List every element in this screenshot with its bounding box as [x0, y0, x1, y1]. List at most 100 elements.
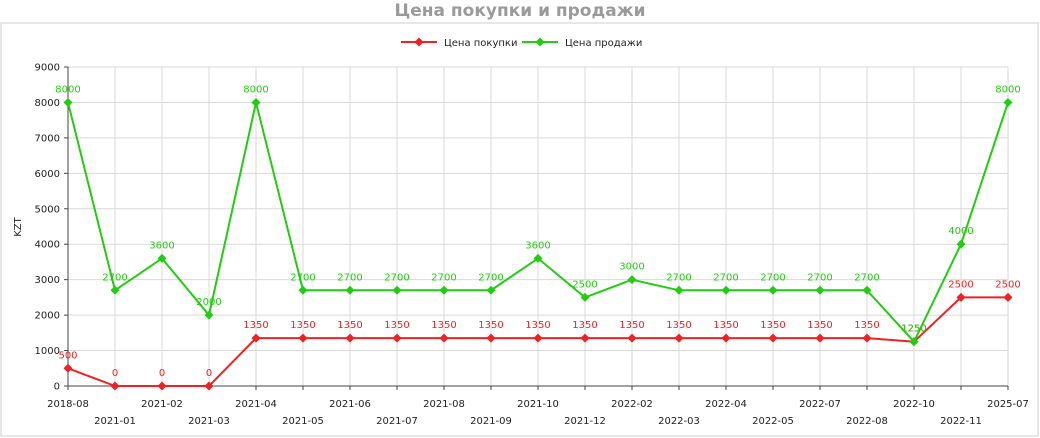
- data-point: [674, 333, 684, 343]
- data-label: 1350: [337, 320, 362, 331]
- data-point: [768, 285, 778, 295]
- data-point: [486, 333, 496, 343]
- data-point: [956, 292, 966, 302]
- data-point: [862, 285, 872, 295]
- data-label: 1350: [619, 320, 644, 331]
- x-tick-label: 2021-04: [235, 399, 277, 410]
- data-label: 4000: [948, 226, 973, 237]
- y-tick-label: 2000: [35, 311, 60, 322]
- data-point: [815, 333, 825, 343]
- x-tick-label: 2022-07: [799, 399, 841, 410]
- data-label: 0: [159, 368, 165, 379]
- data-label: 500: [58, 350, 77, 361]
- data-label: 1350: [760, 320, 785, 331]
- data-label: 1350: [243, 320, 268, 331]
- legend-label: Цена продажи: [565, 38, 642, 49]
- data-label: 1350: [807, 320, 832, 331]
- data-label: 2700: [666, 272, 691, 283]
- data-label: 2700: [807, 272, 832, 283]
- data-label: 3600: [525, 240, 550, 251]
- data-point: [345, 285, 355, 295]
- data-label: 1350: [525, 320, 550, 331]
- data-label: 2700: [713, 272, 738, 283]
- data-label: 3000: [619, 262, 644, 273]
- x-tick-label: 2025-07: [987, 399, 1029, 410]
- data-label: 1350: [478, 320, 503, 331]
- legend: Цена покупки Цена продажи: [401, 37, 642, 49]
- x-tick-label: 2021-05: [282, 416, 324, 427]
- data-point: [439, 333, 449, 343]
- data-point: [1003, 292, 1013, 302]
- chart-title: Цена покупки и продажи: [394, 1, 645, 21]
- data-point: [909, 337, 919, 347]
- data-label: 2700: [337, 272, 362, 283]
- y-tick-label: 3000: [35, 275, 60, 286]
- data-point: [157, 253, 167, 263]
- data-point: [298, 285, 308, 295]
- data-label: 2000: [196, 297, 221, 308]
- data-label: 8000: [55, 84, 80, 95]
- data-point: [110, 381, 120, 391]
- y-tick-label: 0: [54, 382, 60, 393]
- data-point: [627, 333, 637, 343]
- data-label: 2500: [995, 279, 1020, 290]
- data-point: [533, 333, 543, 343]
- data-label: 2700: [760, 272, 785, 283]
- y-tick-label: 1000: [35, 346, 60, 357]
- data-label: 3600: [149, 240, 174, 251]
- data-point: [1003, 97, 1013, 107]
- x-tick-label: 2018-08: [47, 399, 89, 410]
- y-tick-label: 5000: [35, 204, 60, 215]
- data-point: [110, 285, 120, 295]
- y-tick-label: 9000: [35, 63, 60, 74]
- data-label: 1350: [290, 320, 315, 331]
- x-tick-label: 2021-06: [329, 399, 371, 410]
- data-point: [627, 275, 637, 285]
- data-point: [580, 292, 590, 302]
- data-point: [721, 285, 731, 295]
- data-label: 1350: [431, 320, 456, 331]
- data-label: 2500: [572, 279, 597, 290]
- x-tick-label: 2022-03: [658, 416, 700, 427]
- data-label: 1350: [384, 320, 409, 331]
- legend-label: Цена покупки: [444, 38, 517, 49]
- grid-lines: [68, 66, 1009, 386]
- data-label: 2700: [478, 272, 503, 283]
- data-point: [392, 285, 402, 295]
- x-tick-label: 2022-11: [940, 416, 982, 427]
- data-label: 1350: [666, 320, 691, 331]
- data-point: [721, 333, 731, 343]
- x-tick-label: 2022-10: [893, 399, 935, 410]
- chart-frame: [0, 22, 1039, 437]
- data-label: 1350: [713, 320, 738, 331]
- data-point: [298, 333, 308, 343]
- x-tick-label: 2022-02: [611, 399, 653, 410]
- data-point: [956, 239, 966, 249]
- data-point: [815, 285, 825, 295]
- series-group: 500 0 0 0 1350 1350 1350 1350 1350 1350 1350 1350 13…: [55, 84, 1021, 391]
- legend-marker: [414, 37, 424, 47]
- data-point: [345, 333, 355, 343]
- data-point: [580, 333, 590, 343]
- x-tick-label: 2021-10: [517, 399, 559, 410]
- x-tick-label: 2021-09: [470, 416, 512, 427]
- x-tick-label: 2022-05: [752, 416, 794, 427]
- data-label: 2700: [384, 272, 409, 283]
- data-label: 2700: [290, 272, 315, 283]
- data-label: 2700: [854, 272, 879, 283]
- data-point: [862, 333, 872, 343]
- data-label: 1250: [901, 324, 926, 335]
- data-label: 1350: [854, 320, 879, 331]
- data-point: [251, 97, 261, 107]
- data-point: [486, 285, 496, 295]
- x-tick-label: 2021-03: [188, 416, 230, 427]
- data-label: 0: [112, 368, 118, 379]
- data-point: [157, 381, 167, 391]
- axes: 0100020003000400050006000700080009000201…: [35, 63, 1029, 428]
- y-tick-label: 6000: [35, 169, 60, 180]
- y-tick-label: 8000: [35, 98, 60, 109]
- x-tick-label: 2022-04: [705, 399, 747, 410]
- legend-marker: [535, 37, 545, 47]
